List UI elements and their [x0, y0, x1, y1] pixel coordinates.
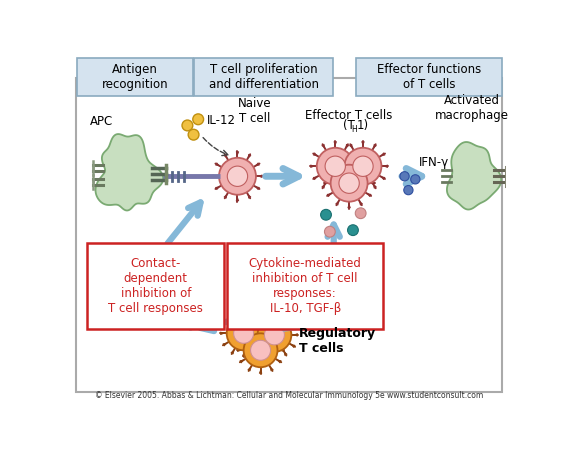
Text: Cytokine-mediated
inhibition of T cell
responses:
IL-10, TGF-β: Cytokine-mediated inhibition of T cell r…	[249, 258, 362, 315]
Ellipse shape	[317, 148, 354, 185]
Text: IFN-γ: IFN-γ	[418, 156, 448, 168]
Ellipse shape	[250, 340, 271, 360]
Circle shape	[320, 209, 332, 220]
Circle shape	[182, 120, 193, 131]
Ellipse shape	[339, 173, 359, 193]
Text: Contact-
dependent
inhibition of
T cell responses: Contact- dependent inhibition of T cell …	[108, 258, 203, 315]
Polygon shape	[447, 142, 501, 209]
Ellipse shape	[353, 156, 373, 177]
Circle shape	[324, 226, 335, 237]
Circle shape	[355, 208, 366, 218]
Circle shape	[188, 129, 199, 140]
Ellipse shape	[325, 156, 345, 177]
Circle shape	[411, 175, 420, 184]
Text: Antigen
recognition: Antigen recognition	[102, 63, 169, 91]
Text: © Elsevier 2005. Abbas & Lichtman: Cellular and Molecular Immunology 5e www.stud: © Elsevier 2005. Abbas & Lichtman: Cellu…	[95, 391, 483, 400]
Text: H: H	[351, 125, 357, 134]
Circle shape	[347, 225, 358, 236]
FancyBboxPatch shape	[195, 58, 333, 96]
Text: T cell proliferation
and differentiation: T cell proliferation and differentiation	[209, 63, 319, 91]
Ellipse shape	[258, 318, 292, 352]
Ellipse shape	[233, 324, 254, 344]
Text: 1): 1)	[357, 119, 369, 131]
Bar	[87, 243, 224, 329]
Bar	[76, 78, 503, 392]
Ellipse shape	[227, 166, 248, 187]
Ellipse shape	[265, 325, 284, 345]
Ellipse shape	[219, 158, 256, 195]
Text: Regulatory
T cells: Regulatory T cells	[299, 327, 376, 355]
Circle shape	[400, 172, 409, 181]
Ellipse shape	[345, 148, 381, 185]
FancyBboxPatch shape	[356, 58, 503, 96]
Text: Activated
macrophage: Activated macrophage	[435, 94, 509, 122]
Ellipse shape	[227, 316, 261, 350]
Bar	[227, 243, 383, 329]
Ellipse shape	[331, 165, 368, 202]
Circle shape	[193, 114, 204, 125]
Text: APC: APC	[90, 115, 113, 128]
Text: IL-12: IL-12	[206, 114, 236, 126]
Text: Effector T cells: Effector T cells	[306, 109, 393, 121]
Polygon shape	[95, 134, 163, 211]
Text: Effector functions
of T cells: Effector functions of T cells	[377, 63, 481, 91]
FancyBboxPatch shape	[77, 58, 193, 96]
Text: (T: (T	[343, 119, 355, 131]
Ellipse shape	[244, 334, 277, 367]
Text: Naive
T cell: Naive T cell	[239, 97, 272, 126]
Circle shape	[404, 186, 413, 195]
